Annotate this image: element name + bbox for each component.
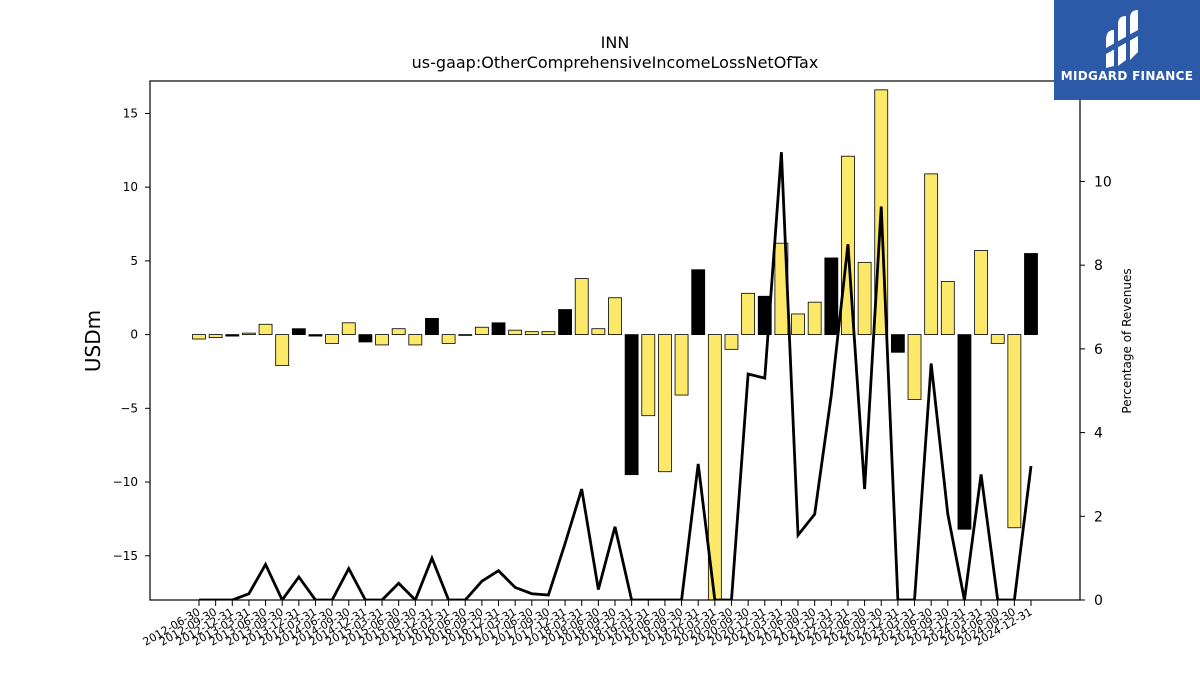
midgard-logo-icon [1106, 10, 1138, 68]
bar [1024, 253, 1038, 336]
bar [508, 329, 523, 336]
y2-tick-label: 2 [1094, 509, 1103, 525]
bar [824, 257, 839, 336]
bar [957, 334, 972, 530]
bar [375, 334, 389, 346]
bar [1007, 334, 1022, 529]
bar [791, 313, 805, 336]
bar [441, 334, 456, 344]
bar [558, 309, 572, 336]
bar [691, 269, 706, 336]
y-axis-label: USDm [81, 310, 105, 372]
bar [491, 322, 506, 336]
bar [391, 328, 406, 336]
y-tick-label: −15 [113, 549, 138, 563]
bar [807, 301, 822, 336]
bar [291, 328, 306, 336]
bar [242, 332, 256, 336]
bar [358, 334, 373, 343]
chart-subtitle: us-gaap:OtherComprehensiveIncomeLossNetO… [411, 53, 819, 72]
y2-axis-label: Percentage of Revenues [1120, 268, 1134, 413]
bar [541, 331, 556, 336]
bar [524, 331, 539, 336]
bar [924, 173, 939, 336]
y2-tick-label: 6 [1094, 342, 1103, 358]
percentage-line [199, 152, 1033, 600]
bar [890, 334, 905, 353]
y-tick-label: 0 [130, 328, 138, 342]
bar [940, 281, 955, 336]
bar [208, 334, 223, 338]
bar [225, 334, 240, 337]
bar [574, 278, 589, 336]
y-tick-label: −10 [113, 475, 138, 489]
bar [741, 292, 756, 336]
y-tick-label: 10 [123, 180, 138, 194]
bar [474, 326, 489, 336]
plot-frame [149, 80, 1081, 601]
y-tick-label: 15 [123, 106, 138, 120]
bar [458, 334, 473, 336]
bar [674, 334, 689, 396]
logo-text: MIDGARD FINANCE [1060, 69, 1194, 83]
brand-logo: MIDGARD FINANCE [1054, 0, 1200, 100]
bar [990, 334, 1005, 344]
chart-title: INN [600, 33, 630, 52]
bar [591, 328, 606, 336]
bar [658, 334, 672, 473]
bar [974, 250, 988, 336]
y2-tick-label: 4 [1094, 426, 1103, 442]
bar [608, 297, 622, 336]
bar [275, 334, 290, 366]
y-tick-label: −5 [120, 401, 138, 415]
bar [857, 261, 872, 336]
y2-tick-label: 0 [1094, 593, 1103, 609]
bar [308, 334, 323, 337]
y2-tick-label: 8 [1094, 258, 1103, 274]
bar [641, 334, 656, 417]
bar [325, 334, 340, 344]
bar [258, 323, 273, 336]
bar [724, 334, 739, 350]
bar [408, 334, 423, 346]
bar [341, 322, 356, 336]
bar [624, 334, 639, 476]
bar [425, 317, 439, 336]
y-tick-label: 5 [130, 254, 138, 268]
bar [192, 334, 206, 340]
y2-tick-label: 10 [1094, 174, 1112, 190]
bar [907, 334, 922, 400]
